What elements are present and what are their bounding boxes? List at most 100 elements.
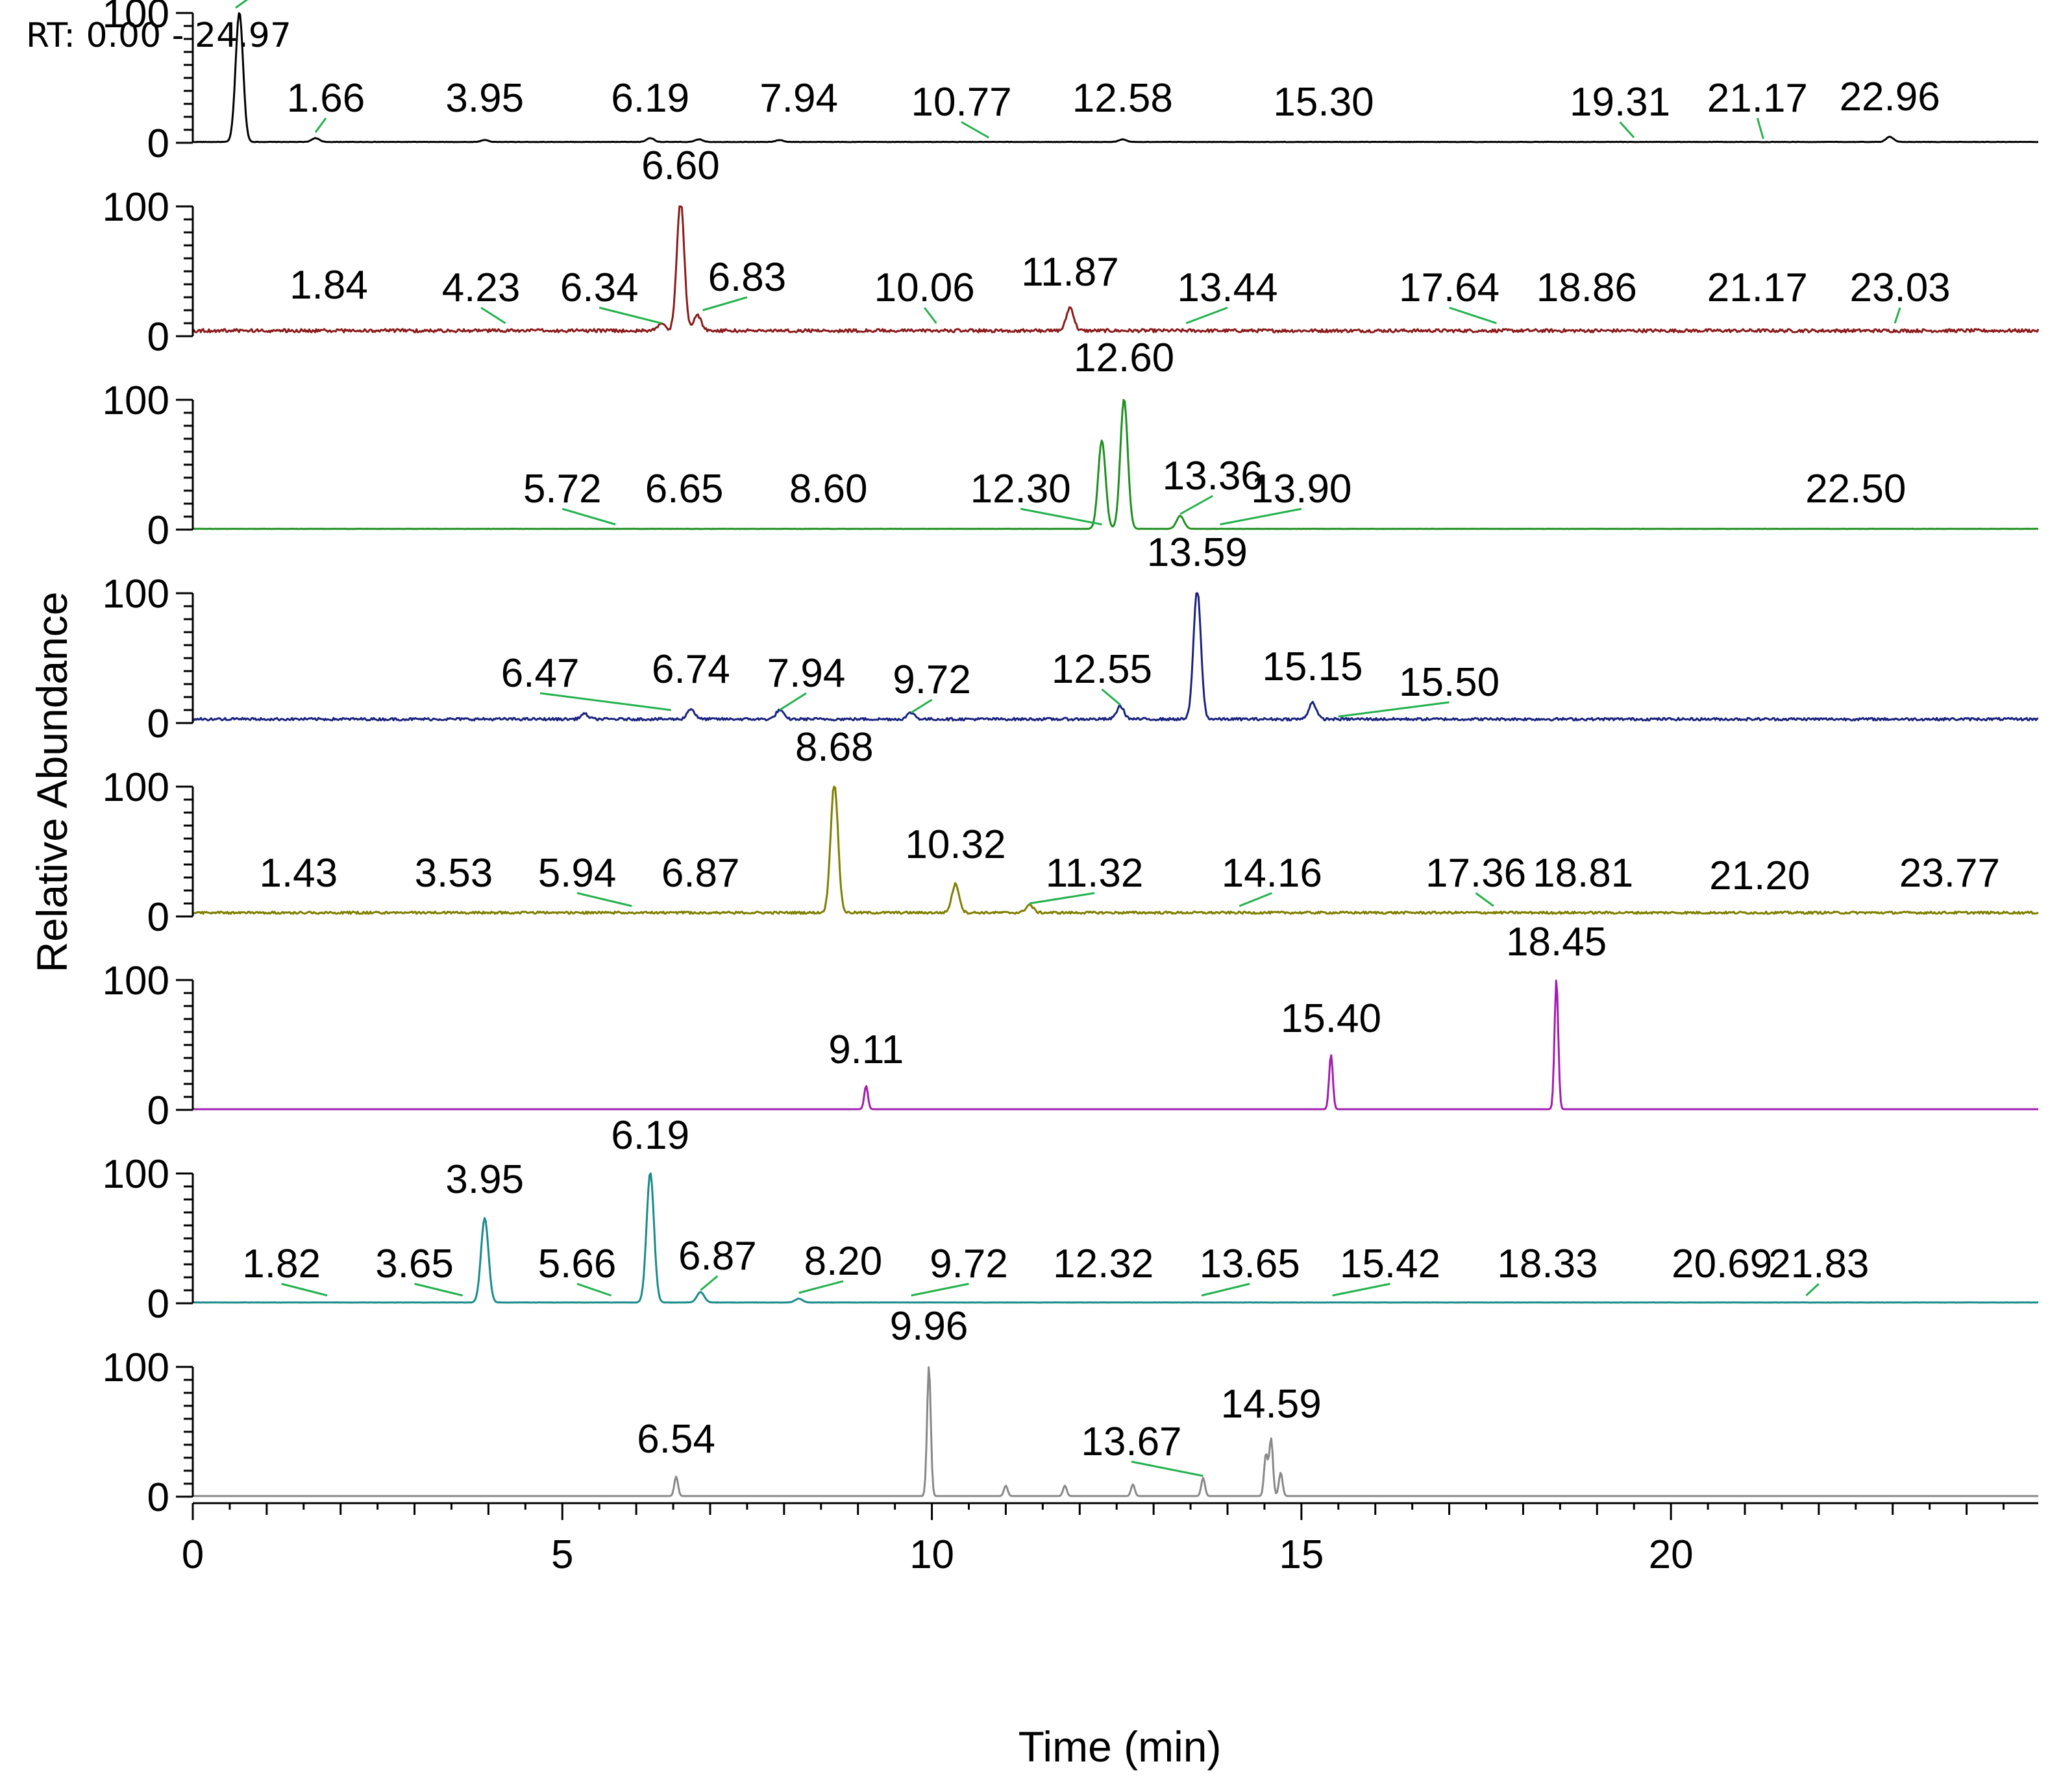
peak-leader — [1201, 1283, 1250, 1297]
peak-label: 9.11 — [828, 1027, 904, 1072]
peak-label: 10.06 — [874, 265, 975, 310]
peak-leader — [1131, 1460, 1203, 1477]
panels: 10000.631.663.956.197.9410.7712.5815.301… — [103, 0, 2040, 1520]
trace-line — [191, 592, 2039, 722]
peak-label: 12.55 — [1052, 647, 1152, 692]
y-tick-label-100: 100 — [103, 1152, 169, 1197]
peak-label: 6.54 — [637, 1417, 715, 1462]
x-tick-label: 10 — [909, 1532, 954, 1577]
peak-leader — [961, 121, 989, 139]
peak-leader — [1332, 1283, 1390, 1297]
y-tick-label-0: 0 — [147, 1282, 169, 1327]
peak-leader — [576, 1283, 611, 1297]
peak-leader — [700, 1275, 719, 1292]
peak-leader — [599, 306, 662, 325]
y-axis-title: Relative Abundance — [28, 591, 76, 972]
y-tick-label-100: 100 — [103, 0, 169, 36]
peak-leader — [1475, 892, 1494, 907]
peak-label: 13.65 — [1200, 1242, 1300, 1286]
peak-label: 11.87 — [1021, 250, 1119, 295]
peak-label: 13.67 — [1081, 1419, 1181, 1464]
peak-label: 18.86 — [1536, 265, 1637, 310]
peak-leader — [1449, 306, 1497, 325]
peak-label: 6.19 — [611, 1113, 689, 1158]
peak-leader — [1338, 701, 1450, 718]
peak-label: 3.53 — [415, 851, 493, 896]
x-axis-title: Time (min) — [1018, 1723, 1222, 1771]
peak-label: 4.23 — [442, 265, 521, 310]
peak-label: 5.94 — [538, 851, 617, 896]
peak-label: 7.94 — [759, 76, 838, 121]
trace-line — [193, 1366, 2038, 1497]
peak-label: 13.90 — [1251, 467, 1351, 511]
peak-label: 12.30 — [970, 467, 1071, 511]
y-tick-label-100: 100 — [103, 572, 169, 617]
peak-label: 21.17 — [1707, 76, 1808, 121]
x-tick-label: 15 — [1279, 1532, 1324, 1577]
peak-label: 22.96 — [1840, 75, 1940, 119]
peak-label: 10.32 — [905, 822, 1006, 867]
x-tick-label: 20 — [1649, 1532, 1694, 1577]
trace-line — [192, 785, 2039, 915]
trace-line — [191, 205, 2040, 334]
peak-label: 9.72 — [893, 657, 971, 702]
y-tick-label-100: 100 — [103, 959, 169, 1003]
peak-label: 1.43 — [259, 851, 338, 896]
panel-8: 100 0 6.54 9.96 13.67 14.59 — [103, 1304, 2038, 1520]
peak-leader — [1185, 306, 1228, 325]
peak-label: 1.82 — [242, 1242, 321, 1286]
x-tick-label: 0 — [182, 1532, 204, 1577]
peak-label: 21.20 — [1709, 853, 1810, 898]
peak-label: 13.36 — [1163, 454, 1263, 498]
peak-leader — [911, 1283, 969, 1297]
peak-label: 18.45 — [1506, 920, 1607, 964]
peak-leader — [480, 306, 506, 325]
peak-label: 3.65 — [375, 1242, 454, 1286]
peak-label: 7.94 — [767, 651, 846, 696]
peak-label: 6.83 — [708, 255, 787, 300]
peak-label: 6.87 — [678, 1234, 757, 1279]
peak-label: 19.31 — [1570, 80, 1670, 125]
peak-leader — [576, 892, 632, 907]
peak-label: 21.83 — [1768, 1242, 1869, 1286]
peak-label: 22.50 — [1805, 467, 1906, 511]
peak-label: 9.72 — [930, 1242, 1008, 1286]
peak-label: 10.77 — [911, 80, 1012, 125]
trace-line — [192, 12, 2039, 143]
peak-label: 1.84 — [290, 263, 368, 308]
peak-leader — [910, 698, 933, 714]
rt-range-label: RT: 0.00 - 24.97 — [26, 16, 291, 55]
peak-leader — [235, 0, 249, 9]
peak-leader — [1894, 307, 1901, 324]
y-tick-label-0: 0 — [147, 1475, 169, 1520]
y-tick-label-100: 100 — [103, 185, 169, 230]
peak-label: 17.36 — [1425, 851, 1526, 896]
peak-leader — [1805, 1283, 1820, 1297]
peak-leader — [414, 1283, 463, 1297]
peak-label: 14.59 — [1221, 1382, 1322, 1427]
peak-label: 8.68 — [795, 725, 874, 770]
panel-5: 100 0 1.43 3.53 5.94 6.87 8.68 10.32 11.32 14.16 1… — [103, 725, 2039, 940]
y-tick-label-100: 100 — [103, 765, 169, 810]
peak-label: 18.81 — [1533, 851, 1633, 896]
panel-6: 100 0 9.11 15.40 18.45 — [103, 920, 2038, 1133]
peak-leader — [1101, 688, 1121, 706]
trace-line — [193, 979, 2038, 1111]
peak-label: 20.69 — [1672, 1242, 1772, 1286]
peak-leader — [923, 307, 937, 324]
peak-label: 6.87 — [661, 851, 740, 896]
peak-label: 8.60 — [789, 467, 868, 511]
panel-1: 10000.631.663.956.197.9410.7712.5815.301… — [103, 0, 2039, 166]
peak-label: 1.66 — [287, 76, 365, 121]
peak-leader — [779, 692, 807, 711]
peak-label: 5.72 — [523, 467, 602, 511]
peak-label: 6.74 — [652, 647, 730, 692]
y-tick-label-100: 100 — [103, 378, 169, 423]
y-tick-label-0: 0 — [147, 508, 169, 553]
trace-line — [193, 1172, 2039, 1304]
peak-label: 14.16 — [1222, 851, 1322, 896]
peak-label: 13.44 — [1177, 265, 1277, 310]
trace-line — [192, 399, 2039, 530]
peak-label: 18.33 — [1497, 1242, 1598, 1286]
peak-leader — [1029, 892, 1095, 905]
